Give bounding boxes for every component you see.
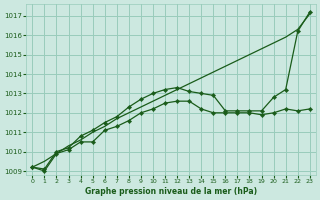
X-axis label: Graphe pression niveau de la mer (hPa): Graphe pression niveau de la mer (hPa) — [85, 187, 257, 196]
